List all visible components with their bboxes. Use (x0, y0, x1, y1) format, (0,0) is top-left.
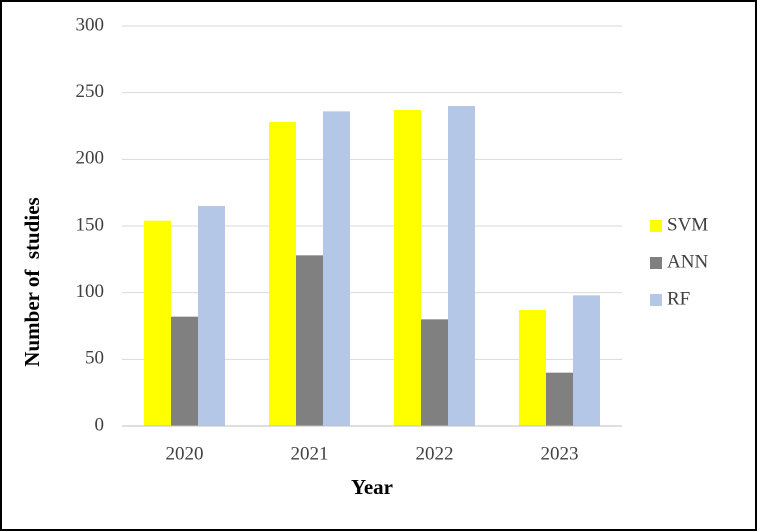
bar (269, 122, 296, 426)
bar (144, 220, 171, 426)
legend-label: RF (667, 288, 690, 309)
x-tick-label: 2022 (416, 443, 454, 464)
y-tick-label: 100 (76, 281, 105, 302)
bar (171, 316, 198, 426)
x-tick-label: 2020 (166, 443, 204, 464)
bar (421, 319, 448, 426)
x-axis-title: Year (351, 475, 393, 499)
bar (448, 106, 475, 426)
bar (198, 206, 225, 426)
legend-label: SVM (667, 214, 708, 235)
legend-swatch (650, 257, 662, 269)
y-tick-label: 50 (85, 348, 104, 369)
legend-swatch (650, 220, 662, 232)
y-tick-label: 150 (76, 214, 105, 235)
y-tick-label: 300 (76, 14, 105, 35)
legend-label: ANN (667, 251, 708, 272)
y-tick-label: 250 (76, 81, 105, 102)
y-tick-label: 0 (95, 414, 105, 435)
bar (546, 372, 573, 426)
bar (573, 295, 600, 426)
y-axis-title: Number of studies (20, 197, 44, 366)
x-tick-label: 2023 (541, 443, 579, 464)
bar (394, 110, 421, 426)
legend-swatch (650, 294, 662, 306)
x-tick-label: 2021 (291, 443, 329, 464)
y-tick-label: 200 (76, 148, 105, 169)
bar (519, 310, 546, 426)
bar (323, 111, 350, 426)
bar (296, 255, 323, 426)
